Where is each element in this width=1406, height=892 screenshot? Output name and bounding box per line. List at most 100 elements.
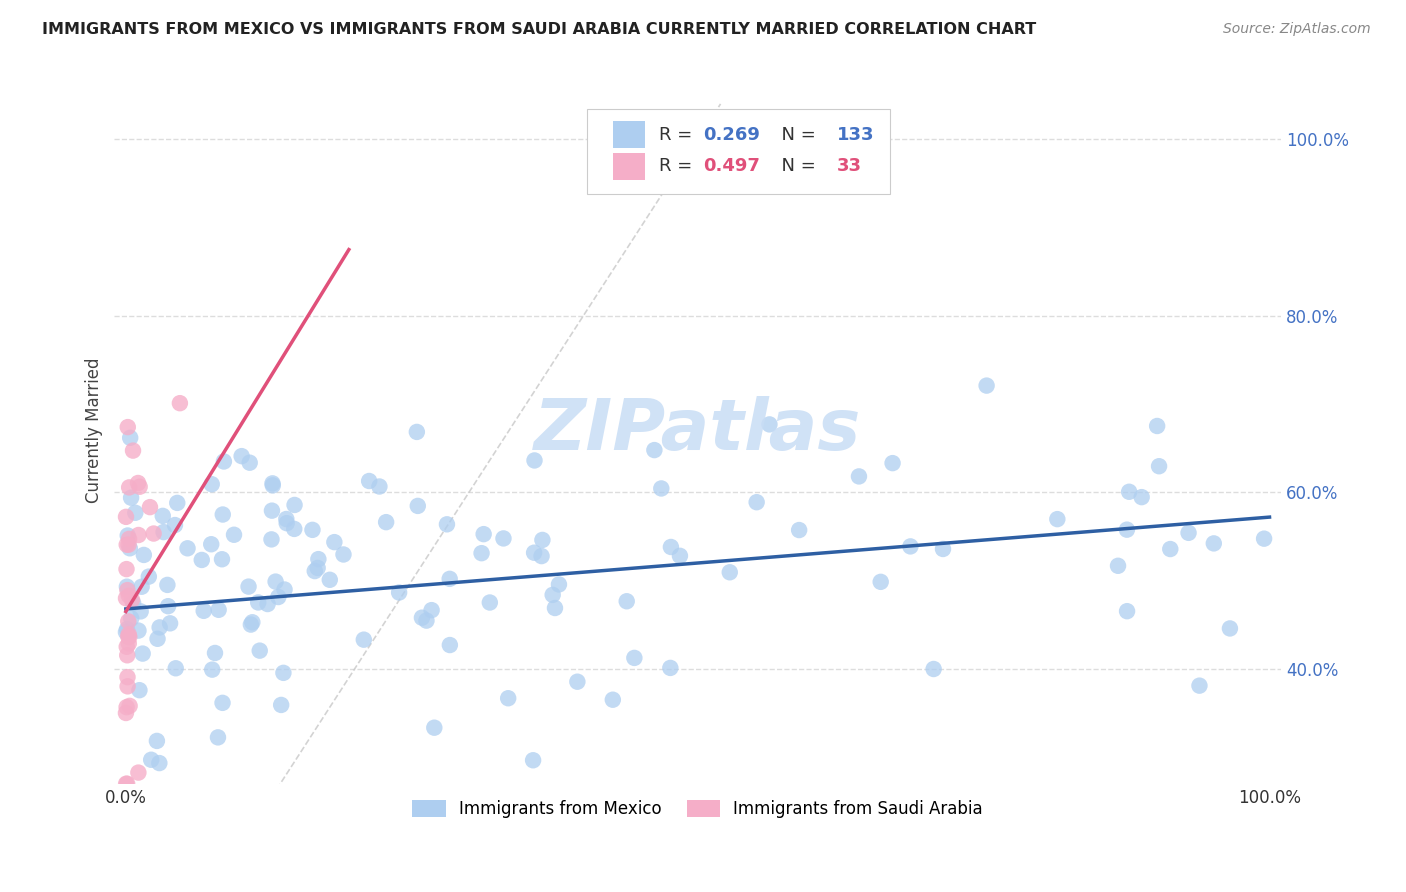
Point	[623, 651, 645, 665]
Point	[758, 417, 780, 432]
Point	[1118, 484, 1140, 499]
Point	[231, 449, 253, 463]
Point	[117, 679, 139, 693]
Point	[273, 665, 295, 680]
Point	[115, 580, 138, 594]
Point	[267, 590, 290, 604]
Point	[1202, 536, 1225, 550]
Point	[117, 583, 139, 598]
Point	[117, 629, 139, 643]
Point	[1146, 419, 1168, 434]
Point	[304, 564, 326, 578]
Point	[276, 512, 298, 526]
Point	[115, 648, 138, 663]
Point	[1130, 490, 1153, 504]
Point	[659, 661, 682, 675]
Point	[128, 683, 150, 698]
Point	[436, 517, 458, 532]
Point	[1219, 622, 1241, 636]
Point	[129, 604, 152, 618]
Bar	[613, 121, 645, 148]
Point	[138, 569, 160, 583]
Point	[152, 508, 174, 523]
Point	[127, 624, 149, 638]
Point	[848, 469, 870, 483]
Point	[264, 574, 287, 589]
Point	[169, 396, 191, 410]
Text: ZIPatlas: ZIPatlas	[534, 396, 862, 465]
Point	[211, 552, 233, 566]
Point	[207, 731, 229, 745]
Point	[238, 580, 260, 594]
Point	[142, 526, 165, 541]
Point	[115, 700, 138, 714]
Point	[211, 508, 233, 522]
Text: Source: ZipAtlas.com: Source: ZipAtlas.com	[1223, 22, 1371, 37]
Point	[247, 595, 270, 609]
Point	[1188, 679, 1211, 693]
Point	[1116, 604, 1139, 618]
Point	[567, 674, 589, 689]
Point	[471, 546, 494, 560]
Point	[353, 632, 375, 647]
Y-axis label: Currently Married: Currently Married	[86, 358, 103, 503]
Point	[191, 553, 214, 567]
Point	[115, 591, 138, 606]
Text: 33: 33	[837, 157, 862, 176]
Point	[602, 692, 624, 706]
Point	[222, 528, 245, 542]
Point	[163, 518, 186, 533]
Point	[156, 578, 179, 592]
Point	[149, 620, 172, 634]
Point	[368, 479, 391, 493]
Point	[152, 525, 174, 540]
Point	[1116, 523, 1139, 537]
Point	[239, 456, 262, 470]
Point	[166, 496, 188, 510]
Point	[284, 498, 307, 512]
Point	[118, 630, 141, 644]
Point	[1177, 525, 1199, 540]
Point	[122, 596, 145, 610]
Point	[405, 425, 427, 439]
Point	[1253, 532, 1275, 546]
Point	[118, 532, 141, 546]
Point	[212, 454, 235, 468]
Point	[1159, 542, 1181, 557]
Point	[128, 480, 150, 494]
Point	[115, 622, 138, 636]
Point	[128, 528, 150, 542]
Point	[439, 638, 461, 652]
Point	[124, 506, 146, 520]
Point	[176, 541, 198, 556]
Point	[932, 541, 955, 556]
Point	[118, 480, 141, 494]
Point	[323, 535, 346, 549]
Text: R =: R =	[659, 157, 699, 176]
Point	[976, 378, 998, 392]
Point	[115, 706, 138, 720]
Point	[262, 478, 284, 492]
Point	[131, 647, 153, 661]
Point	[148, 756, 170, 770]
Point	[900, 540, 922, 554]
Point	[121, 592, 143, 607]
Point	[423, 721, 446, 735]
Point	[319, 573, 342, 587]
Point	[118, 541, 141, 556]
Point	[165, 661, 187, 675]
Point	[669, 549, 692, 563]
Point	[260, 533, 283, 547]
Point	[616, 594, 638, 608]
Point	[496, 691, 519, 706]
Point	[522, 753, 544, 767]
Point	[882, 456, 904, 470]
Point	[132, 548, 155, 562]
Point	[200, 537, 222, 551]
Point	[249, 643, 271, 657]
Text: 0.269: 0.269	[703, 126, 761, 144]
Text: N =: N =	[770, 157, 821, 176]
Legend: Immigrants from Mexico, Immigrants from Saudi Arabia: Immigrants from Mexico, Immigrants from …	[406, 793, 990, 825]
Point	[544, 601, 567, 615]
Point	[718, 566, 741, 580]
